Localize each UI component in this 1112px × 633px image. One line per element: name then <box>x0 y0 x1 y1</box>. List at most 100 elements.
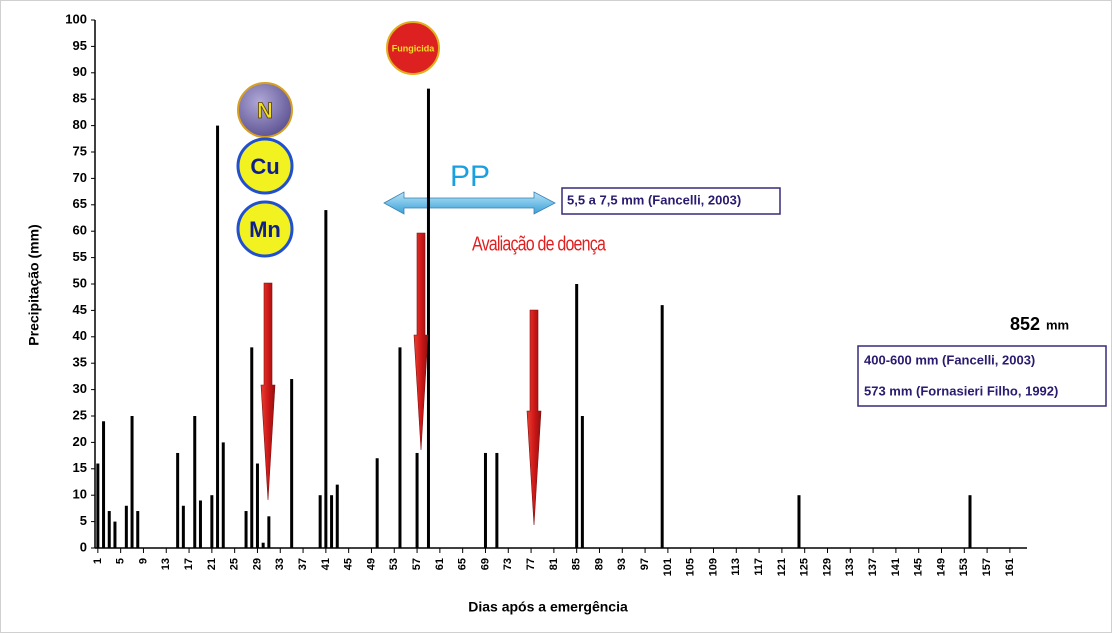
x-tick-label: 13 <box>160 558 172 570</box>
x-tick-label: 17 <box>183 558 195 570</box>
x-tick-label: 121 <box>776 558 788 576</box>
y-tick-label: 65 <box>73 196 87 211</box>
y-axis-label: Precipitação (mm) <box>26 224 42 345</box>
x-tick-label: 61 <box>434 558 446 570</box>
x-axis-label: Dias após a emergência <box>468 599 628 615</box>
bar <box>483 452 487 548</box>
y-tick-label: 90 <box>73 64 87 79</box>
bar <box>290 379 294 548</box>
reference-box <box>857 345 1107 407</box>
bar <box>415 452 419 548</box>
fungicida-label: Fungicida <box>392 43 435 53</box>
x-tick-label: 21 <box>206 558 218 570</box>
disease-label: Avaliação de doença <box>472 233 607 255</box>
bar <box>124 505 128 548</box>
x-tick-label: 49 <box>365 558 377 570</box>
red-arrow <box>260 282 276 501</box>
reference-1: 400-600 mm (Fancelli, 2003) <box>864 352 1035 367</box>
bar <box>221 442 225 548</box>
bar <box>426 88 430 548</box>
y-tick-label: 55 <box>73 249 87 264</box>
bar <box>968 495 972 548</box>
y-tick-label: 100 <box>65 11 87 26</box>
bar <box>107 511 111 548</box>
y-tick-label: 15 <box>73 460 87 475</box>
x-tick-label: 69 <box>479 558 491 570</box>
bar <box>181 505 185 548</box>
x-tick-label: 41 <box>320 558 332 570</box>
bar <box>330 495 334 548</box>
y-tick-label: 85 <box>73 91 87 106</box>
bar <box>261 542 265 548</box>
red-arrow <box>526 309 542 526</box>
x-tick-label: 125 <box>799 558 811 576</box>
y-tick-label: 20 <box>73 434 87 449</box>
bar <box>267 516 271 548</box>
y-tick-label: 95 <box>73 38 87 53</box>
reference-2: 573 mm (Fornasieri Filho, 1992) <box>864 383 1058 398</box>
x-tick-label: 5 <box>115 558 127 564</box>
bar <box>193 416 197 548</box>
y-tick-label: 30 <box>73 381 87 396</box>
bar <box>575 284 579 548</box>
x-tick-label: 145 <box>913 558 925 576</box>
x-tick-label: 117 <box>753 558 765 576</box>
y-tick-label: 60 <box>73 223 87 238</box>
bar <box>113 521 117 548</box>
x-tick-label: 81 <box>548 558 560 570</box>
bar <box>216 125 220 548</box>
n-label: N <box>257 98 273 123</box>
pp-label: PP <box>450 160 490 193</box>
bar <box>198 500 202 548</box>
pp-box <box>561 187 781 215</box>
x-tick-label: 9 <box>137 558 149 564</box>
x-tick-label: 29 <box>251 558 263 570</box>
x-tick-label: 141 <box>890 558 902 576</box>
x-tick-label: 105 <box>685 558 697 576</box>
x-tick-label: 73 <box>502 558 514 570</box>
x-tick-label: 77 <box>525 558 537 570</box>
y-tick-label: 35 <box>73 355 87 370</box>
x-tick-label: 161 <box>1004 558 1016 576</box>
total-value: 852 <box>1010 314 1040 334</box>
bar <box>130 416 134 548</box>
y-tick-label: 50 <box>73 275 87 290</box>
red-arrow <box>413 232 429 451</box>
x-tick-label: 57 <box>411 558 423 570</box>
x-tick-label: 97 <box>639 558 651 570</box>
x-tick-label: 137 <box>867 558 879 576</box>
bar <box>244 511 248 548</box>
x-tick-label: 153 <box>958 558 970 576</box>
application-arrows <box>260 232 542 526</box>
bar <box>335 484 339 548</box>
x-tick-label: 1 <box>92 558 104 564</box>
bar <box>375 458 379 548</box>
pp-arrow <box>383 191 556 215</box>
x-tick-label: 65 <box>457 558 469 570</box>
x-tick-label: 85 <box>571 558 583 570</box>
y-tick-label: 0 <box>80 539 87 554</box>
nutrient-icons: N Cu Mn Fungicida <box>236 21 440 258</box>
bar <box>580 416 584 548</box>
mn-label: Mn <box>249 217 281 242</box>
bar <box>255 463 259 548</box>
bar <box>102 421 106 548</box>
x-tick-label: 45 <box>343 558 355 570</box>
bar <box>176 452 180 548</box>
pp-note: 5,5 a 7,5 mm (Fancelli, 2003) <box>567 192 741 207</box>
x-tick-label: 33 <box>274 558 286 570</box>
total-unit: mm <box>1046 317 1069 332</box>
x-tick-label: 93 <box>616 558 628 570</box>
y-tick-label: 70 <box>73 170 87 185</box>
y-tick-label: 10 <box>73 487 87 502</box>
y-tick-label: 75 <box>73 143 87 158</box>
y-tick-label: 80 <box>73 117 87 132</box>
y-tick-label: 5 <box>80 513 87 528</box>
bar <box>250 347 254 548</box>
bar <box>495 452 499 548</box>
x-tick-label: 113 <box>730 558 742 576</box>
x-tick-label: 109 <box>707 558 719 576</box>
bar <box>136 511 140 548</box>
